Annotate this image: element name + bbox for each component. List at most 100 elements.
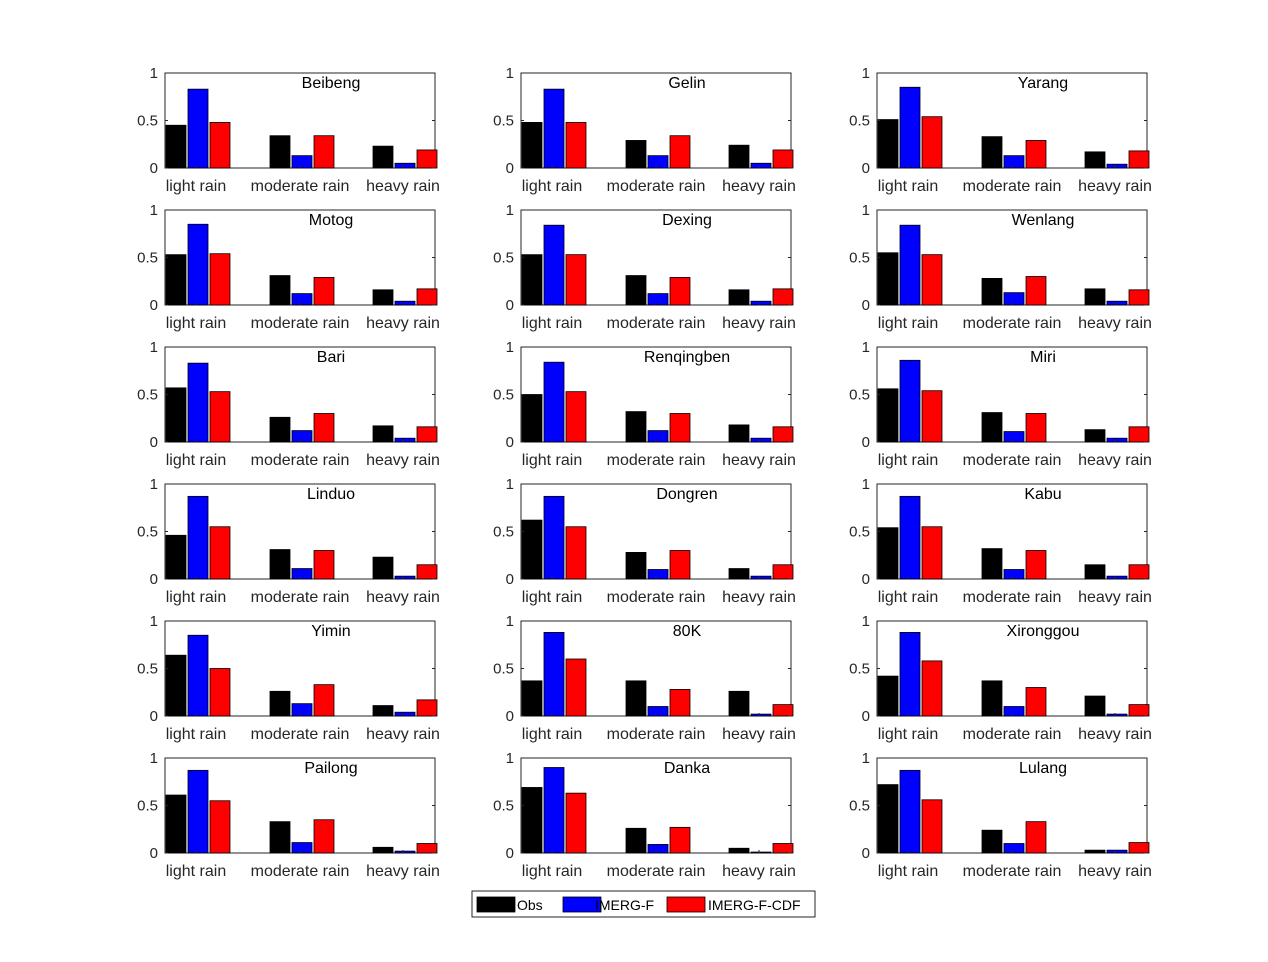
bar-imerg-f-heavy-rain: [750, 300, 772, 306]
x-tick-label: light rain: [166, 863, 226, 880]
y-tick-label: 0: [862, 160, 870, 177]
bar-imerg-f-cdf-moderate-rain: [313, 413, 335, 443]
x-tick-label: heavy rain: [1078, 315, 1152, 332]
bar-imerg-f-cdf-heavy-rain: [772, 843, 794, 854]
x-tick-label: moderate rain: [251, 726, 350, 743]
subplot-title: Bari: [317, 349, 345, 366]
x-tick-label: heavy rain: [1078, 589, 1152, 606]
bar-obs-heavy-rain: [1084, 695, 1106, 717]
bar-obs-light-rain: [165, 534, 187, 580]
bar-imerg-f-heavy-rain: [394, 162, 416, 169]
y-tick-label: 0.5: [137, 524, 158, 541]
y-tick-label: 0.5: [493, 250, 514, 267]
bar-imerg-f-heavy-rain: [750, 713, 772, 717]
subplot-pailong: 0 0.5 1 light rain moderate rain heavy rain Pa…: [137, 750, 440, 880]
bar-obs-heavy-rain: [1084, 151, 1106, 169]
bar-imerg-f-moderate-rain: [647, 293, 669, 306]
bar-imerg-f-cdf-light-rain: [921, 390, 943, 443]
y-tick-label: 0.5: [849, 798, 870, 815]
bar-imerg-f-cdf-light-rain: [921, 799, 943, 854]
y-tick-label: 0: [506, 708, 514, 725]
bar-obs-light-rain: [165, 254, 187, 306]
bar-obs-heavy-rain: [372, 556, 394, 580]
x-tick-label: heavy rain: [722, 178, 796, 195]
bar-imerg-f-cdf-light-rain: [209, 122, 231, 169]
x-tick-label: light rain: [878, 315, 938, 332]
y-tick-label: 0.5: [137, 113, 158, 130]
subplot-title: Xironggou: [1007, 623, 1080, 640]
y-tick-label: 0.5: [493, 661, 514, 678]
bar-imerg-f-moderate-rain: [291, 703, 313, 717]
bar-imerg-f-heavy-rain: [750, 575, 772, 580]
bar-obs-light-rain: [521, 122, 543, 169]
bar-obs-heavy-rain: [728, 289, 750, 306]
x-tick-label: heavy rain: [722, 452, 796, 469]
y-tick-label: 0: [150, 708, 158, 725]
bar-imerg-f-cdf-heavy-rain: [772, 149, 794, 169]
bar-imerg-f-cdf-heavy-rain: [416, 288, 438, 306]
bar-imerg-f-cdf-heavy-rain: [1128, 289, 1150, 306]
subplot-title: Beibeng: [302, 75, 361, 92]
bar-imerg-f-heavy-rain: [750, 851, 772, 854]
x-tick-label: moderate rain: [963, 589, 1062, 606]
bar-imerg-f-cdf-heavy-rain: [772, 704, 794, 717]
x-tick-label: heavy rain: [1078, 178, 1152, 195]
x-tick-label: heavy rain: [1078, 452, 1152, 469]
subplot-lulang: 0 0.5 1 light rain moderate rain heavy rain Lu…: [849, 750, 1152, 880]
bar-imerg-f-cdf-light-rain: [565, 254, 587, 306]
bar-imerg-f-light-rain: [899, 359, 921, 443]
subplot-yarang: 0 0.5 1 light rain moderate rain heavy rain Ya…: [849, 65, 1152, 195]
bar-imerg-f-cdf-light-rain: [209, 253, 231, 306]
y-tick-label: 1: [862, 339, 870, 356]
subplot-title: Kabu: [1024, 486, 1061, 503]
subplot-title: 80K: [673, 623, 702, 640]
subplot-title: Wenlang: [1012, 212, 1075, 229]
bar-obs-moderate-rain: [625, 140, 647, 169]
bar-imerg-f-moderate-rain: [647, 569, 669, 580]
bar-obs-light-rain: [165, 654, 187, 717]
x-tick-label: heavy rain: [366, 452, 440, 469]
subplot-title: Renqingben: [644, 349, 730, 366]
y-tick-label: 0: [506, 845, 514, 862]
y-tick-label: 1: [862, 202, 870, 219]
y-tick-label: 1: [506, 65, 514, 82]
subplot-linduo: 0 0.5 1 light rain moderate rain heavy rain Li…: [137, 476, 440, 606]
x-tick-label: heavy rain: [722, 315, 796, 332]
bar-obs-light-rain: [877, 784, 899, 854]
bar-imerg-f-cdf-moderate-rain: [669, 689, 691, 717]
x-tick-label: light rain: [166, 178, 226, 195]
bar-imerg-f-cdf-heavy-rain: [416, 699, 438, 717]
y-tick-label: 0: [150, 434, 158, 451]
x-tick-label: heavy rain: [366, 726, 440, 743]
y-tick-label: 0.5: [137, 250, 158, 267]
bar-obs-heavy-rain: [1084, 849, 1106, 854]
y-tick-label: 1: [506, 339, 514, 356]
bar-imerg-f-heavy-rain: [1106, 437, 1128, 443]
bar-imerg-f-heavy-rain: [394, 300, 416, 306]
y-tick-label: 1: [506, 613, 514, 630]
y-tick-label: 1: [150, 750, 158, 767]
subplot-title: Motog: [309, 212, 353, 229]
bar-imerg-f-light-rain: [899, 769, 921, 854]
y-tick-label: 1: [150, 65, 158, 82]
x-tick-label: light rain: [522, 863, 582, 880]
bar-imerg-f-cdf-moderate-rain: [1025, 413, 1047, 443]
subplot-title: Pailong: [304, 760, 357, 777]
y-tick-label: 1: [862, 476, 870, 493]
subplot-title: Dongren: [656, 486, 717, 503]
x-tick-label: moderate rain: [963, 452, 1062, 469]
x-tick-label: moderate rain: [251, 178, 350, 195]
bar-imerg-f-cdf-heavy-rain: [772, 564, 794, 580]
bar-obs-moderate-rain: [981, 277, 1003, 306]
y-tick-label: 1: [150, 339, 158, 356]
x-tick-label: moderate rain: [251, 863, 350, 880]
bar-imerg-f-cdf-heavy-rain: [772, 426, 794, 443]
subplot-motog: 0 0.5 1 light rain moderate rain heavy rain Mo…: [137, 202, 440, 332]
x-tick-label: light rain: [522, 589, 582, 606]
bar-imerg-f-cdf-moderate-rain: [1025, 821, 1047, 854]
x-tick-label: moderate rain: [963, 315, 1062, 332]
bar-obs-light-rain: [877, 252, 899, 306]
bar-obs-heavy-rain: [728, 424, 750, 443]
bar-imerg-f-cdf-heavy-rain: [1128, 150, 1150, 169]
x-tick-label: moderate rain: [607, 863, 706, 880]
